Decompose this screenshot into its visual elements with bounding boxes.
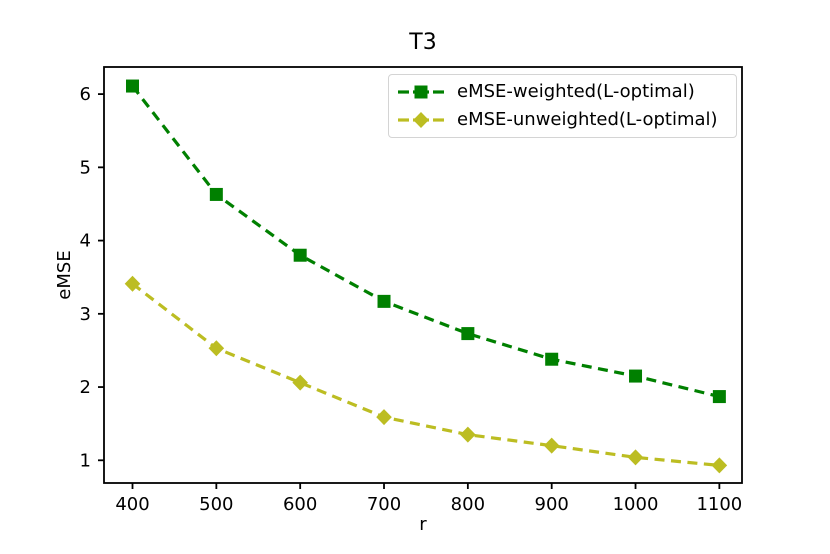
y-tick-label: 5 bbox=[80, 157, 91, 178]
series-line-1 bbox=[131, 282, 720, 468]
data-point-marker bbox=[543, 437, 560, 454]
data-point-marker bbox=[126, 79, 140, 93]
legend-marker-unweighted-icon bbox=[398, 112, 444, 128]
x-tick-label: 1000 bbox=[613, 494, 659, 515]
data-point-marker bbox=[376, 409, 392, 426]
y-tick-label: 4 bbox=[80, 231, 91, 252]
legend-entry-unweighted: eMSE-unweighted(L-optimal) bbox=[397, 106, 728, 134]
square-marker-icon bbox=[414, 85, 428, 99]
axes-frame bbox=[103, 66, 743, 484]
y-tick-label: 6 bbox=[80, 84, 91, 105]
data-point-marker bbox=[545, 352, 559, 366]
data-point-marker bbox=[124, 275, 141, 292]
data-point-marker bbox=[629, 369, 643, 383]
data-point-marker bbox=[460, 426, 476, 443]
series-line-0 bbox=[131, 85, 720, 399]
x-tick-label: 700 bbox=[367, 494, 401, 515]
data-point-marker bbox=[208, 340, 225, 357]
legend: eMSE-weighted(L-optimal) eMSE-unweighted… bbox=[388, 74, 737, 138]
x-tick-label: 800 bbox=[451, 494, 485, 515]
data-point-marker bbox=[627, 449, 644, 466]
x-tick-label: 600 bbox=[283, 494, 317, 515]
y-tick-label: 3 bbox=[80, 304, 91, 325]
y-axis-label: eMSE bbox=[54, 250, 75, 300]
data-point-marker bbox=[293, 248, 307, 262]
x-tick-label: 1100 bbox=[696, 494, 742, 515]
chart-title: T3 bbox=[409, 30, 437, 55]
data-point-marker bbox=[711, 457, 728, 474]
x-tick-label: 400 bbox=[115, 494, 149, 515]
x-tick-label: 900 bbox=[535, 494, 569, 515]
x-axis-label: r bbox=[419, 514, 427, 535]
diamond-marker-icon bbox=[413, 112, 429, 128]
data-point-marker bbox=[712, 390, 726, 404]
data-point-marker bbox=[209, 187, 223, 201]
legend-marker-weighted-icon bbox=[398, 85, 444, 99]
data-point-marker bbox=[461, 327, 475, 341]
data-point-marker bbox=[377, 294, 391, 308]
y-tick-label: 2 bbox=[80, 377, 91, 398]
legend-entry-weighted: eMSE-weighted(L-optimal) bbox=[397, 78, 728, 106]
x-tick-label: 500 bbox=[199, 494, 233, 515]
legend-label-unweighted: eMSE-unweighted(L-optimal) bbox=[457, 109, 718, 130]
legend-label-weighted: eMSE-weighted(L-optimal) bbox=[457, 81, 695, 102]
data-point-marker bbox=[292, 374, 308, 391]
y-tick-label: 1 bbox=[80, 450, 91, 471]
